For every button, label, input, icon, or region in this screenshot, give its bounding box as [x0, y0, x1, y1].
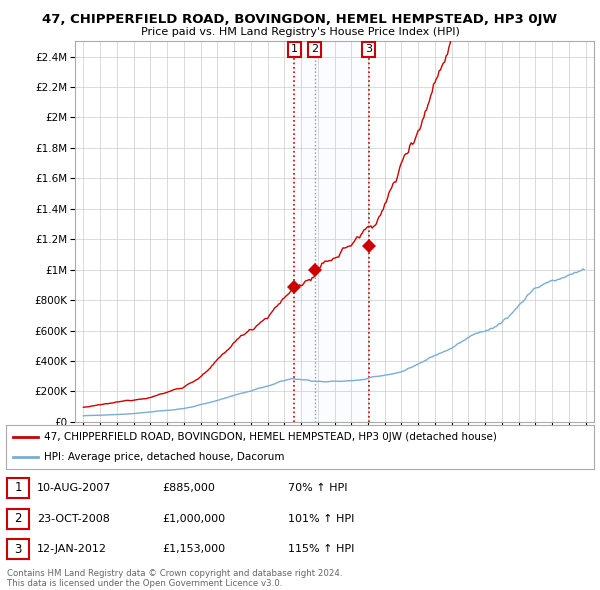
- Text: £1,153,000: £1,153,000: [162, 545, 225, 554]
- Text: 1: 1: [291, 44, 298, 54]
- Text: 10-AUG-2007: 10-AUG-2007: [37, 483, 112, 493]
- Text: £885,000: £885,000: [162, 483, 215, 493]
- Text: 47, CHIPPERFIELD ROAD, BOVINGDON, HEMEL HEMPSTEAD, HP3 0JW: 47, CHIPPERFIELD ROAD, BOVINGDON, HEMEL …: [43, 13, 557, 26]
- Text: HPI: Average price, detached house, Dacorum: HPI: Average price, detached house, Daco…: [44, 452, 285, 462]
- Text: 3: 3: [14, 543, 22, 556]
- Text: 101% ↑ HPI: 101% ↑ HPI: [288, 514, 355, 523]
- Text: 47, CHIPPERFIELD ROAD, BOVINGDON, HEMEL HEMPSTEAD, HP3 0JW (detached house): 47, CHIPPERFIELD ROAD, BOVINGDON, HEMEL …: [44, 432, 497, 442]
- Text: 3: 3: [365, 44, 372, 54]
- Text: 12-JAN-2012: 12-JAN-2012: [37, 545, 107, 554]
- Text: 2: 2: [311, 44, 319, 54]
- Text: 70% ↑ HPI: 70% ↑ HPI: [288, 483, 347, 493]
- Text: £1,000,000: £1,000,000: [162, 514, 225, 523]
- Text: 1: 1: [14, 481, 22, 494]
- Text: 23-OCT-2008: 23-OCT-2008: [37, 514, 110, 523]
- Text: 115% ↑ HPI: 115% ↑ HPI: [288, 545, 355, 554]
- Text: Price paid vs. HM Land Registry's House Price Index (HPI): Price paid vs. HM Land Registry's House …: [140, 27, 460, 37]
- Text: Contains HM Land Registry data © Crown copyright and database right 2024.
This d: Contains HM Land Registry data © Crown c…: [7, 569, 343, 588]
- Bar: [295, 41, 368, 422]
- Text: 2: 2: [14, 512, 22, 525]
